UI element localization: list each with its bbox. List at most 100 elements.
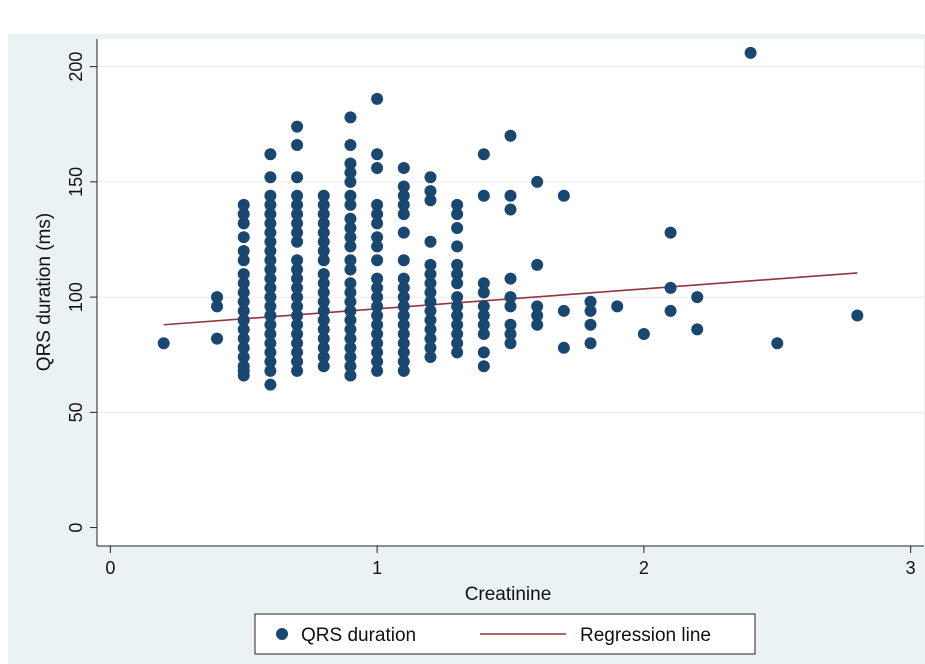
data-point-85 bbox=[317, 198, 330, 211]
data-point-67 bbox=[291, 120, 304, 133]
data-point-202 bbox=[557, 341, 570, 354]
data-point-160 bbox=[424, 235, 437, 248]
data-point-39 bbox=[264, 226, 277, 239]
data-point-36 bbox=[264, 254, 277, 267]
data-point-204 bbox=[557, 189, 570, 202]
data-point-183 bbox=[477, 300, 490, 313]
data-point-99 bbox=[344, 254, 357, 267]
data-point-72 bbox=[317, 323, 330, 336]
data-point-144 bbox=[397, 208, 410, 221]
data-point-55 bbox=[291, 281, 304, 294]
data-point-109 bbox=[344, 139, 357, 152]
data-point-197 bbox=[531, 318, 544, 331]
data-point-102 bbox=[344, 221, 357, 234]
data-point-200 bbox=[531, 258, 544, 271]
data-point-50 bbox=[291, 327, 304, 340]
data-point-38 bbox=[264, 235, 277, 248]
data-point-215 bbox=[691, 291, 704, 304]
data-point-175 bbox=[451, 221, 464, 234]
data-point-28 bbox=[264, 327, 277, 340]
data-point-218 bbox=[851, 309, 864, 322]
data-point-165 bbox=[451, 337, 464, 350]
data-point-78 bbox=[317, 268, 330, 281]
data-point-3 bbox=[211, 291, 224, 304]
data-point-135 bbox=[397, 327, 410, 340]
data-point-31 bbox=[264, 300, 277, 313]
data-point-23 bbox=[264, 378, 277, 391]
data-point-29 bbox=[264, 318, 277, 331]
data-point-121 bbox=[371, 272, 384, 285]
data-point-48 bbox=[291, 346, 304, 359]
data-point-129 bbox=[371, 148, 384, 161]
data-point-146 bbox=[397, 189, 410, 202]
data-point-92 bbox=[344, 323, 357, 336]
legend-label-line: Regression line bbox=[580, 625, 711, 646]
data-point-152 bbox=[424, 323, 437, 336]
data-point-40 bbox=[264, 217, 277, 230]
data-point-41 bbox=[264, 208, 277, 221]
data-point-182 bbox=[477, 309, 490, 322]
data-point-124 bbox=[371, 231, 384, 244]
data-point-196 bbox=[504, 129, 517, 142]
data-point-79 bbox=[317, 254, 330, 267]
x-tick-label-0: 0 bbox=[105, 558, 115, 578]
data-point-201 bbox=[531, 175, 544, 188]
data-point-179 bbox=[477, 346, 490, 359]
data-point-139 bbox=[397, 291, 410, 304]
data-point-217 bbox=[771, 337, 784, 350]
data-point-211 bbox=[664, 304, 677, 317]
x-tick-label-3: 3 bbox=[906, 558, 916, 578]
data-point-177 bbox=[451, 198, 464, 211]
data-point-134 bbox=[397, 337, 410, 350]
data-point-16 bbox=[237, 268, 250, 281]
data-point-21 bbox=[237, 208, 250, 221]
data-point-100 bbox=[344, 240, 357, 253]
data-point-157 bbox=[424, 277, 437, 290]
data-point-113 bbox=[371, 346, 384, 359]
data-point-161 bbox=[424, 194, 437, 207]
data-point-116 bbox=[371, 318, 384, 331]
data-point-205 bbox=[584, 337, 597, 350]
scatter-chart: 0 50 100 150 200 0 1 2 3 Creatinine QRS duration… bbox=[34, 39, 924, 655]
data-point-58 bbox=[291, 254, 304, 267]
data-point-163 bbox=[424, 171, 437, 184]
data-point-20 bbox=[237, 217, 250, 230]
data-point-209 bbox=[611, 300, 624, 313]
data-point-168 bbox=[451, 309, 464, 322]
data-point-180 bbox=[477, 327, 490, 340]
data-point-131 bbox=[397, 364, 410, 377]
data-point-159 bbox=[424, 258, 437, 271]
data-point-33 bbox=[264, 281, 277, 294]
data-point-112 bbox=[371, 355, 384, 368]
data-point-86 bbox=[317, 189, 330, 202]
data-point-74 bbox=[317, 304, 330, 317]
data-point-214 bbox=[691, 323, 704, 336]
data-point-181 bbox=[477, 318, 490, 331]
data-point-128 bbox=[371, 162, 384, 175]
data-point-137 bbox=[397, 309, 410, 322]
data-point-164 bbox=[451, 346, 464, 359]
data-point-34 bbox=[264, 272, 277, 285]
data-point-191 bbox=[504, 300, 517, 313]
data-point-111 bbox=[371, 364, 384, 377]
data-point-6 bbox=[237, 360, 250, 373]
data-point-7 bbox=[237, 351, 250, 364]
legend: QRS duration Regression line bbox=[254, 613, 756, 655]
data-point-195 bbox=[504, 189, 517, 202]
data-point-14 bbox=[237, 286, 250, 299]
data-point-150 bbox=[424, 341, 437, 354]
data-point-44 bbox=[264, 171, 277, 184]
data-point-0 bbox=[157, 337, 170, 350]
data-point-162 bbox=[424, 185, 437, 198]
data-point-47 bbox=[291, 355, 304, 368]
data-point-178 bbox=[477, 360, 490, 373]
data-point-192 bbox=[504, 291, 517, 304]
data-point-119 bbox=[371, 291, 384, 304]
data-point-45 bbox=[264, 148, 277, 161]
y-tick-label-2: 100 bbox=[66, 282, 86, 312]
data-point-11 bbox=[237, 314, 250, 327]
y-tick-label-0: 0 bbox=[66, 523, 86, 533]
data-point-193 bbox=[504, 272, 517, 285]
data-point-97 bbox=[344, 277, 357, 290]
data-point-2 bbox=[211, 300, 224, 313]
